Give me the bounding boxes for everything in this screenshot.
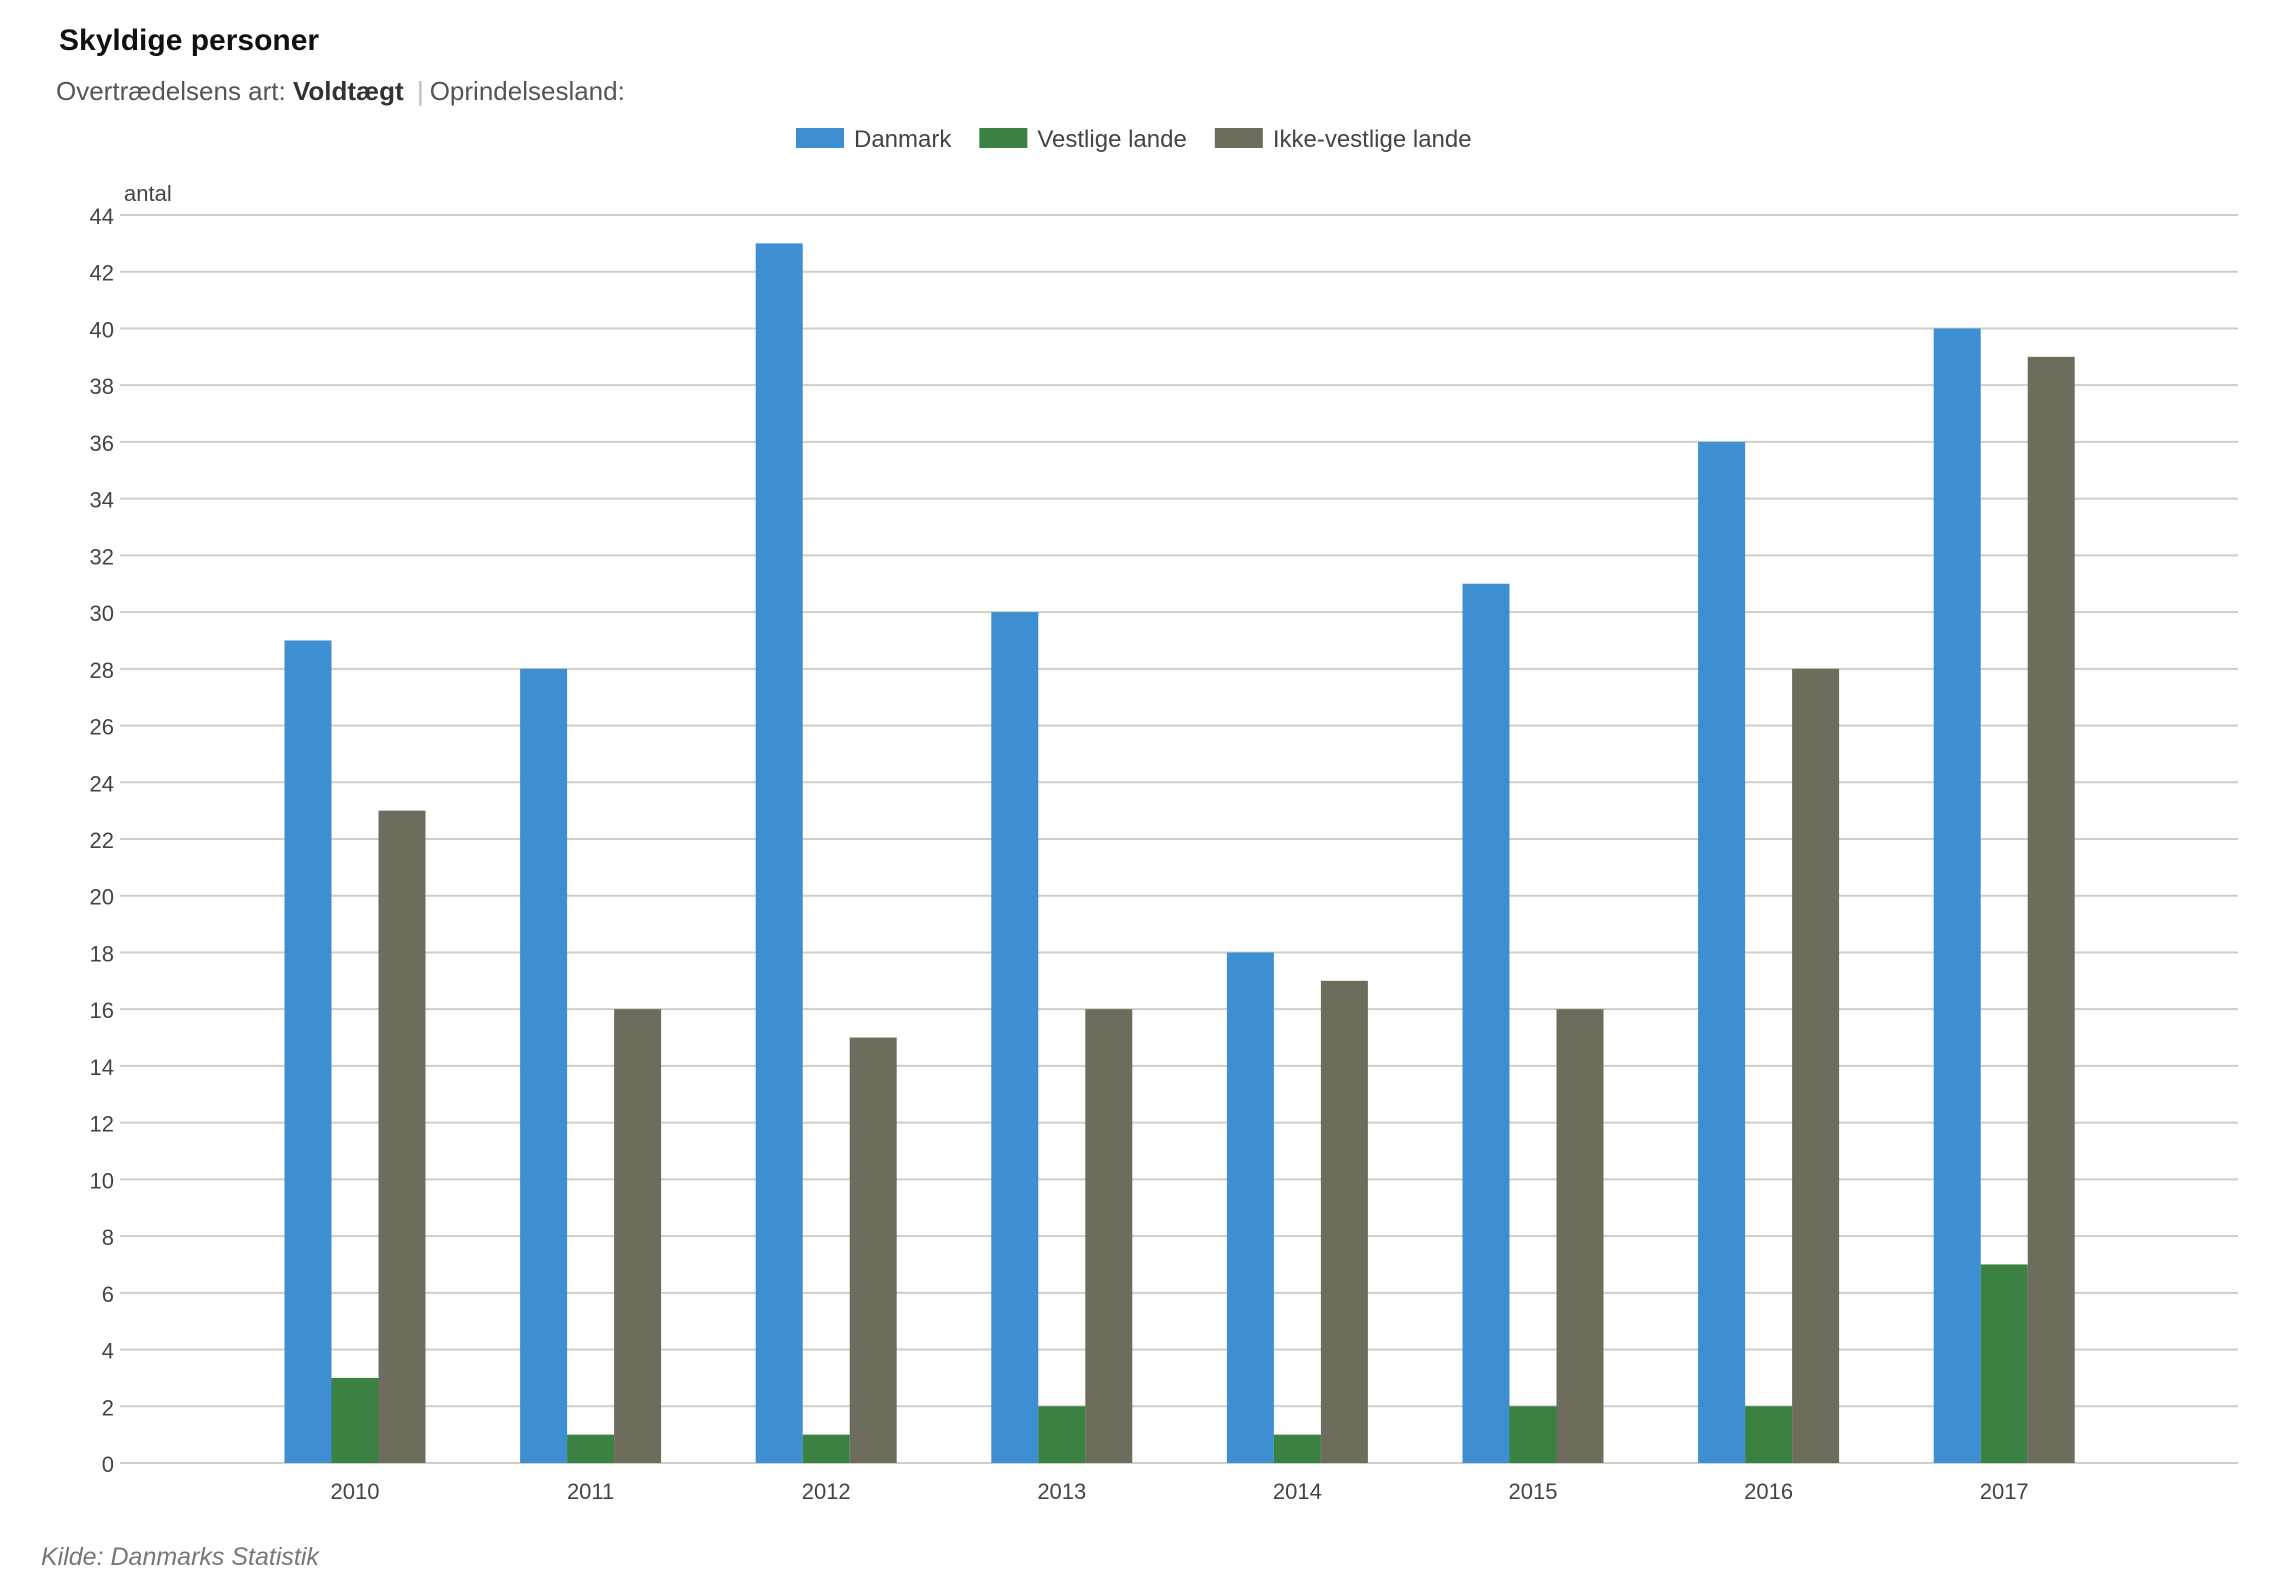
legend-swatch bbox=[1214, 128, 1263, 148]
y-tick-label: 44 bbox=[90, 204, 114, 229]
legend-label: Vestlige lande bbox=[1037, 126, 1186, 153]
y-tick-label: 4 bbox=[102, 1339, 114, 1364]
x-tick-label: 2014 bbox=[1273, 1479, 1322, 1504]
y-tick-label: 12 bbox=[90, 1112, 114, 1137]
y-tick-label: 26 bbox=[90, 715, 114, 740]
legend-label: Danmark bbox=[854, 126, 952, 153]
source-note: Kilde: Danmarks Statistik bbox=[41, 1543, 319, 1571]
chart-title: Skyldige personer bbox=[59, 24, 320, 57]
x-tick-label: 2010 bbox=[331, 1479, 380, 1504]
bar-vestlige-lande-2016 bbox=[1745, 1406, 1793, 1463]
bar-ikke-vestlige-lande-2010 bbox=[378, 810, 426, 1463]
bar-vestlige-lande-2017 bbox=[1980, 1264, 2028, 1463]
y-tick-label: 32 bbox=[90, 544, 114, 569]
y-tick-label: 14 bbox=[90, 1055, 114, 1080]
x-tick-label: 2015 bbox=[1509, 1479, 1558, 1504]
y-tick-label: 38 bbox=[90, 374, 114, 399]
bar-ikke-vestlige-lande-2016 bbox=[1792, 668, 1840, 1463]
bar-danmark-2012 bbox=[755, 243, 803, 1463]
y-tick-label: 40 bbox=[90, 317, 114, 342]
y-tick-label: 10 bbox=[90, 1168, 114, 1193]
y-tick-label: 42 bbox=[90, 261, 114, 286]
bar-danmark-2016 bbox=[1698, 441, 1746, 1464]
x-tick-label: 2016 bbox=[1744, 1479, 1793, 1504]
separator: | bbox=[416, 76, 424, 106]
bar-danmark-2015 bbox=[1462, 583, 1510, 1463]
bar-vestlige-lande-2010 bbox=[331, 1377, 379, 1463]
bar-ikke-vestlige-lande-2015 bbox=[1556, 1009, 1604, 1463]
bar-ikke-vestlige-lande-2017 bbox=[2027, 356, 2075, 1464]
bar-vestlige-lande-2011 bbox=[567, 1434, 615, 1463]
bar-danmark-2017 bbox=[1933, 328, 1981, 1463]
bar-danmark-2011 bbox=[520, 668, 568, 1463]
bar-vestlige-lande-2014 bbox=[1273, 1434, 1321, 1463]
filter-value: Voldtægt bbox=[292, 76, 404, 106]
bar-ikke-vestlige-lande-2014 bbox=[1320, 980, 1368, 1463]
y-tick-label: 2 bbox=[102, 1395, 114, 1420]
bar-vestlige-lande-2013 bbox=[1038, 1406, 1086, 1463]
y-tick-label: 30 bbox=[90, 601, 114, 626]
y-tick-label: 28 bbox=[90, 658, 114, 683]
chart-subtitle: Overtrædelsens art: Voldtægt | Oprindelse… bbox=[56, 76, 625, 107]
y-tick-label: 16 bbox=[90, 998, 114, 1023]
bar-vestlige-lande-2012 bbox=[802, 1434, 850, 1463]
y-tick-label: 0 bbox=[102, 1452, 114, 1477]
y-tick-label: 34 bbox=[90, 488, 114, 513]
x-tick-label: 2011 bbox=[567, 1479, 614, 1504]
y-axis-label: antal bbox=[124, 181, 172, 206]
bar-ikke-vestlige-lande-2013 bbox=[1085, 1009, 1133, 1463]
y-tick-label: 18 bbox=[90, 941, 114, 966]
y-tick-label: 22 bbox=[90, 828, 114, 853]
bar-danmark-2010 bbox=[284, 640, 332, 1463]
bar-ikke-vestlige-lande-2011 bbox=[614, 1009, 662, 1463]
filter-label: Overtrædelsens art: bbox=[56, 76, 286, 106]
bar-danmark-2013 bbox=[991, 612, 1039, 1463]
bar-ikke-vestlige-lande-2012 bbox=[849, 1037, 897, 1463]
y-tick-label: 36 bbox=[90, 431, 114, 456]
y-tick-label: 24 bbox=[90, 771, 114, 796]
x-tick-label: 2017 bbox=[1980, 1479, 2029, 1504]
y-tick-label: 6 bbox=[102, 1282, 114, 1307]
x-tick-label: 2013 bbox=[1037, 1479, 1086, 1504]
x-tick-label: 2012 bbox=[802, 1479, 851, 1504]
y-tick-label: 20 bbox=[90, 885, 114, 910]
legend-swatch bbox=[979, 128, 1028, 148]
y-tick-label: 8 bbox=[102, 1225, 114, 1250]
bar-vestlige-lande-2015 bbox=[1509, 1406, 1557, 1463]
legend-swatch bbox=[796, 128, 844, 148]
legend-label: Ikke-vestlige lande bbox=[1273, 126, 1472, 153]
bar-danmark-2014 bbox=[1226, 952, 1274, 1463]
origin-label: Oprindelsesland: bbox=[429, 76, 625, 106]
